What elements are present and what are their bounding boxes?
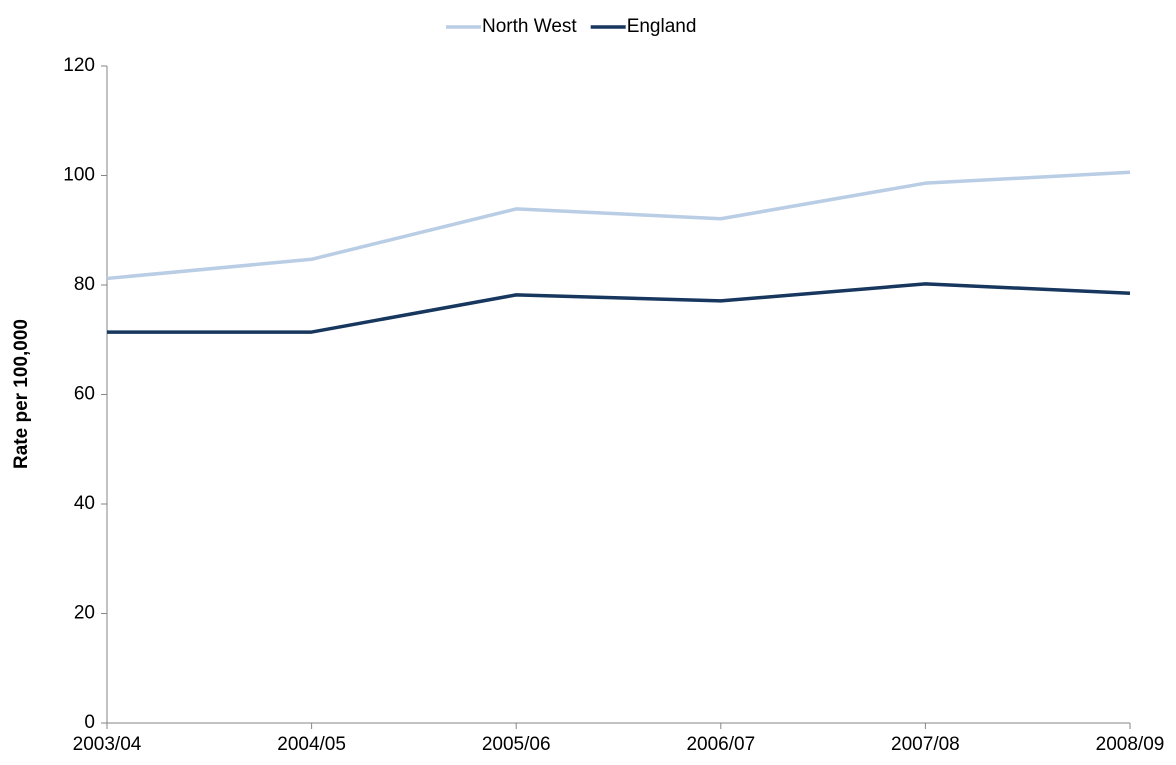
y-tick-label: 120 — [63, 55, 95, 76]
y-tick-label: 80 — [74, 274, 95, 295]
y-tick-label: 0 — [84, 712, 95, 733]
y-tick-label: 100 — [63, 165, 95, 186]
y-tick-label: 20 — [74, 603, 95, 624]
series-line — [106, 170, 1131, 281]
x-tick-label: 2006/07 — [686, 734, 755, 755]
x-tick-label: 2004/05 — [277, 734, 346, 755]
legend-label: England — [627, 16, 697, 37]
y-tick-label: 60 — [74, 384, 95, 405]
x-tick-label: 2007/08 — [891, 734, 960, 755]
y-tick-label: 40 — [74, 493, 95, 514]
legend-label: North West — [482, 16, 577, 37]
series-line — [107, 282, 1131, 334]
x-tick-label: 2008/09 — [1096, 734, 1165, 755]
x-tick-label: 2003/04 — [73, 734, 142, 755]
x-tick-label: 2005/06 — [482, 734, 551, 755]
y-axis-label: Rate per 100,000 — [11, 319, 32, 469]
